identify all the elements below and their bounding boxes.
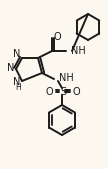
Text: H: H xyxy=(15,82,21,91)
Text: O: O xyxy=(45,87,53,97)
Text: O: O xyxy=(53,32,61,42)
Text: N: N xyxy=(7,63,15,73)
Text: NH: NH xyxy=(59,73,74,83)
Text: N: N xyxy=(13,77,21,87)
Text: NH: NH xyxy=(71,46,86,56)
Text: O: O xyxy=(72,87,80,97)
Text: N: N xyxy=(13,49,21,59)
Text: S: S xyxy=(60,87,66,97)
Text: ʹ: ʹ xyxy=(13,66,15,75)
